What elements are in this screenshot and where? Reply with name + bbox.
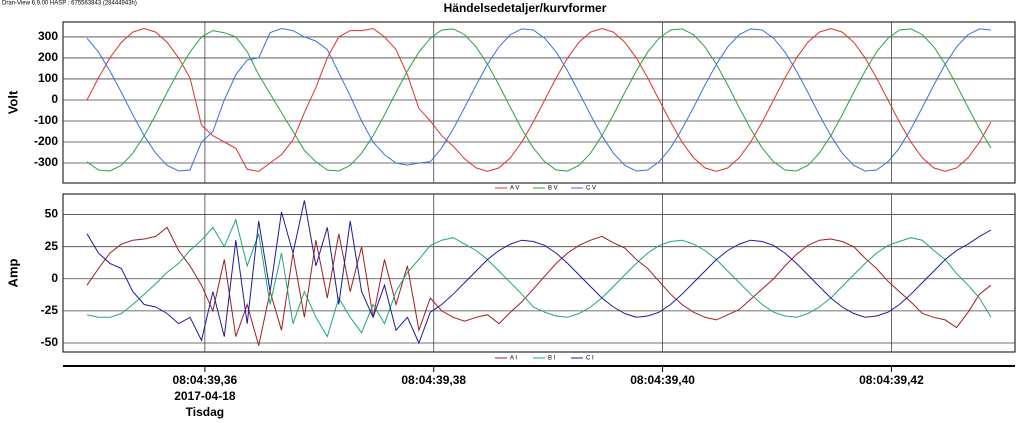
series-line xyxy=(86,200,992,345)
y-tick-label: 100 xyxy=(38,71,58,85)
y-tick-label: 0 xyxy=(51,271,58,285)
y-axis-label: Volt xyxy=(5,90,20,114)
x-tick-label: 08:04:39,40 xyxy=(630,373,695,387)
y-tick-label: 25 xyxy=(45,239,59,253)
series-line xyxy=(86,226,992,346)
x-date: 2017-04-18 xyxy=(174,389,236,403)
legend-label: A V xyxy=(510,186,519,192)
x-tick-label: 08:04:39,36 xyxy=(173,373,238,387)
chart-title: Händelsedetaljer/kurvformer xyxy=(444,1,607,15)
y-tick-label: -50 xyxy=(41,335,59,349)
legend-label: B I xyxy=(548,356,556,362)
plot-area xyxy=(62,193,1016,353)
series-line xyxy=(86,27,992,172)
y-tick-label: 0 xyxy=(51,92,58,106)
y-axis-label: Amp xyxy=(5,258,20,287)
y-tick-label: -100 xyxy=(34,113,58,127)
plot-area xyxy=(62,21,1016,184)
legend-label: B V xyxy=(548,186,558,192)
legend-label: C I xyxy=(586,356,594,362)
x-weekday: Tisdag xyxy=(186,405,224,419)
y-tick-label: 200 xyxy=(38,50,58,64)
x-tick-label: 08:04:39,38 xyxy=(401,373,466,387)
x-tick-label: 08:04:39,42 xyxy=(859,373,924,387)
series-line xyxy=(86,27,992,172)
app-info: Dran-View 6.9.00 HASP : 675563843 (28444… xyxy=(2,1,137,7)
y-tick-label: -300 xyxy=(34,155,58,169)
series-line xyxy=(86,28,992,172)
y-tick-label: -25 xyxy=(41,303,59,317)
y-tick-label: 50 xyxy=(45,207,59,221)
legend-label: A I xyxy=(510,356,517,362)
y-tick-label: 300 xyxy=(38,29,58,43)
legend-label: C V xyxy=(586,186,596,192)
series-line xyxy=(86,218,992,338)
y-tick-label: -200 xyxy=(34,134,58,148)
